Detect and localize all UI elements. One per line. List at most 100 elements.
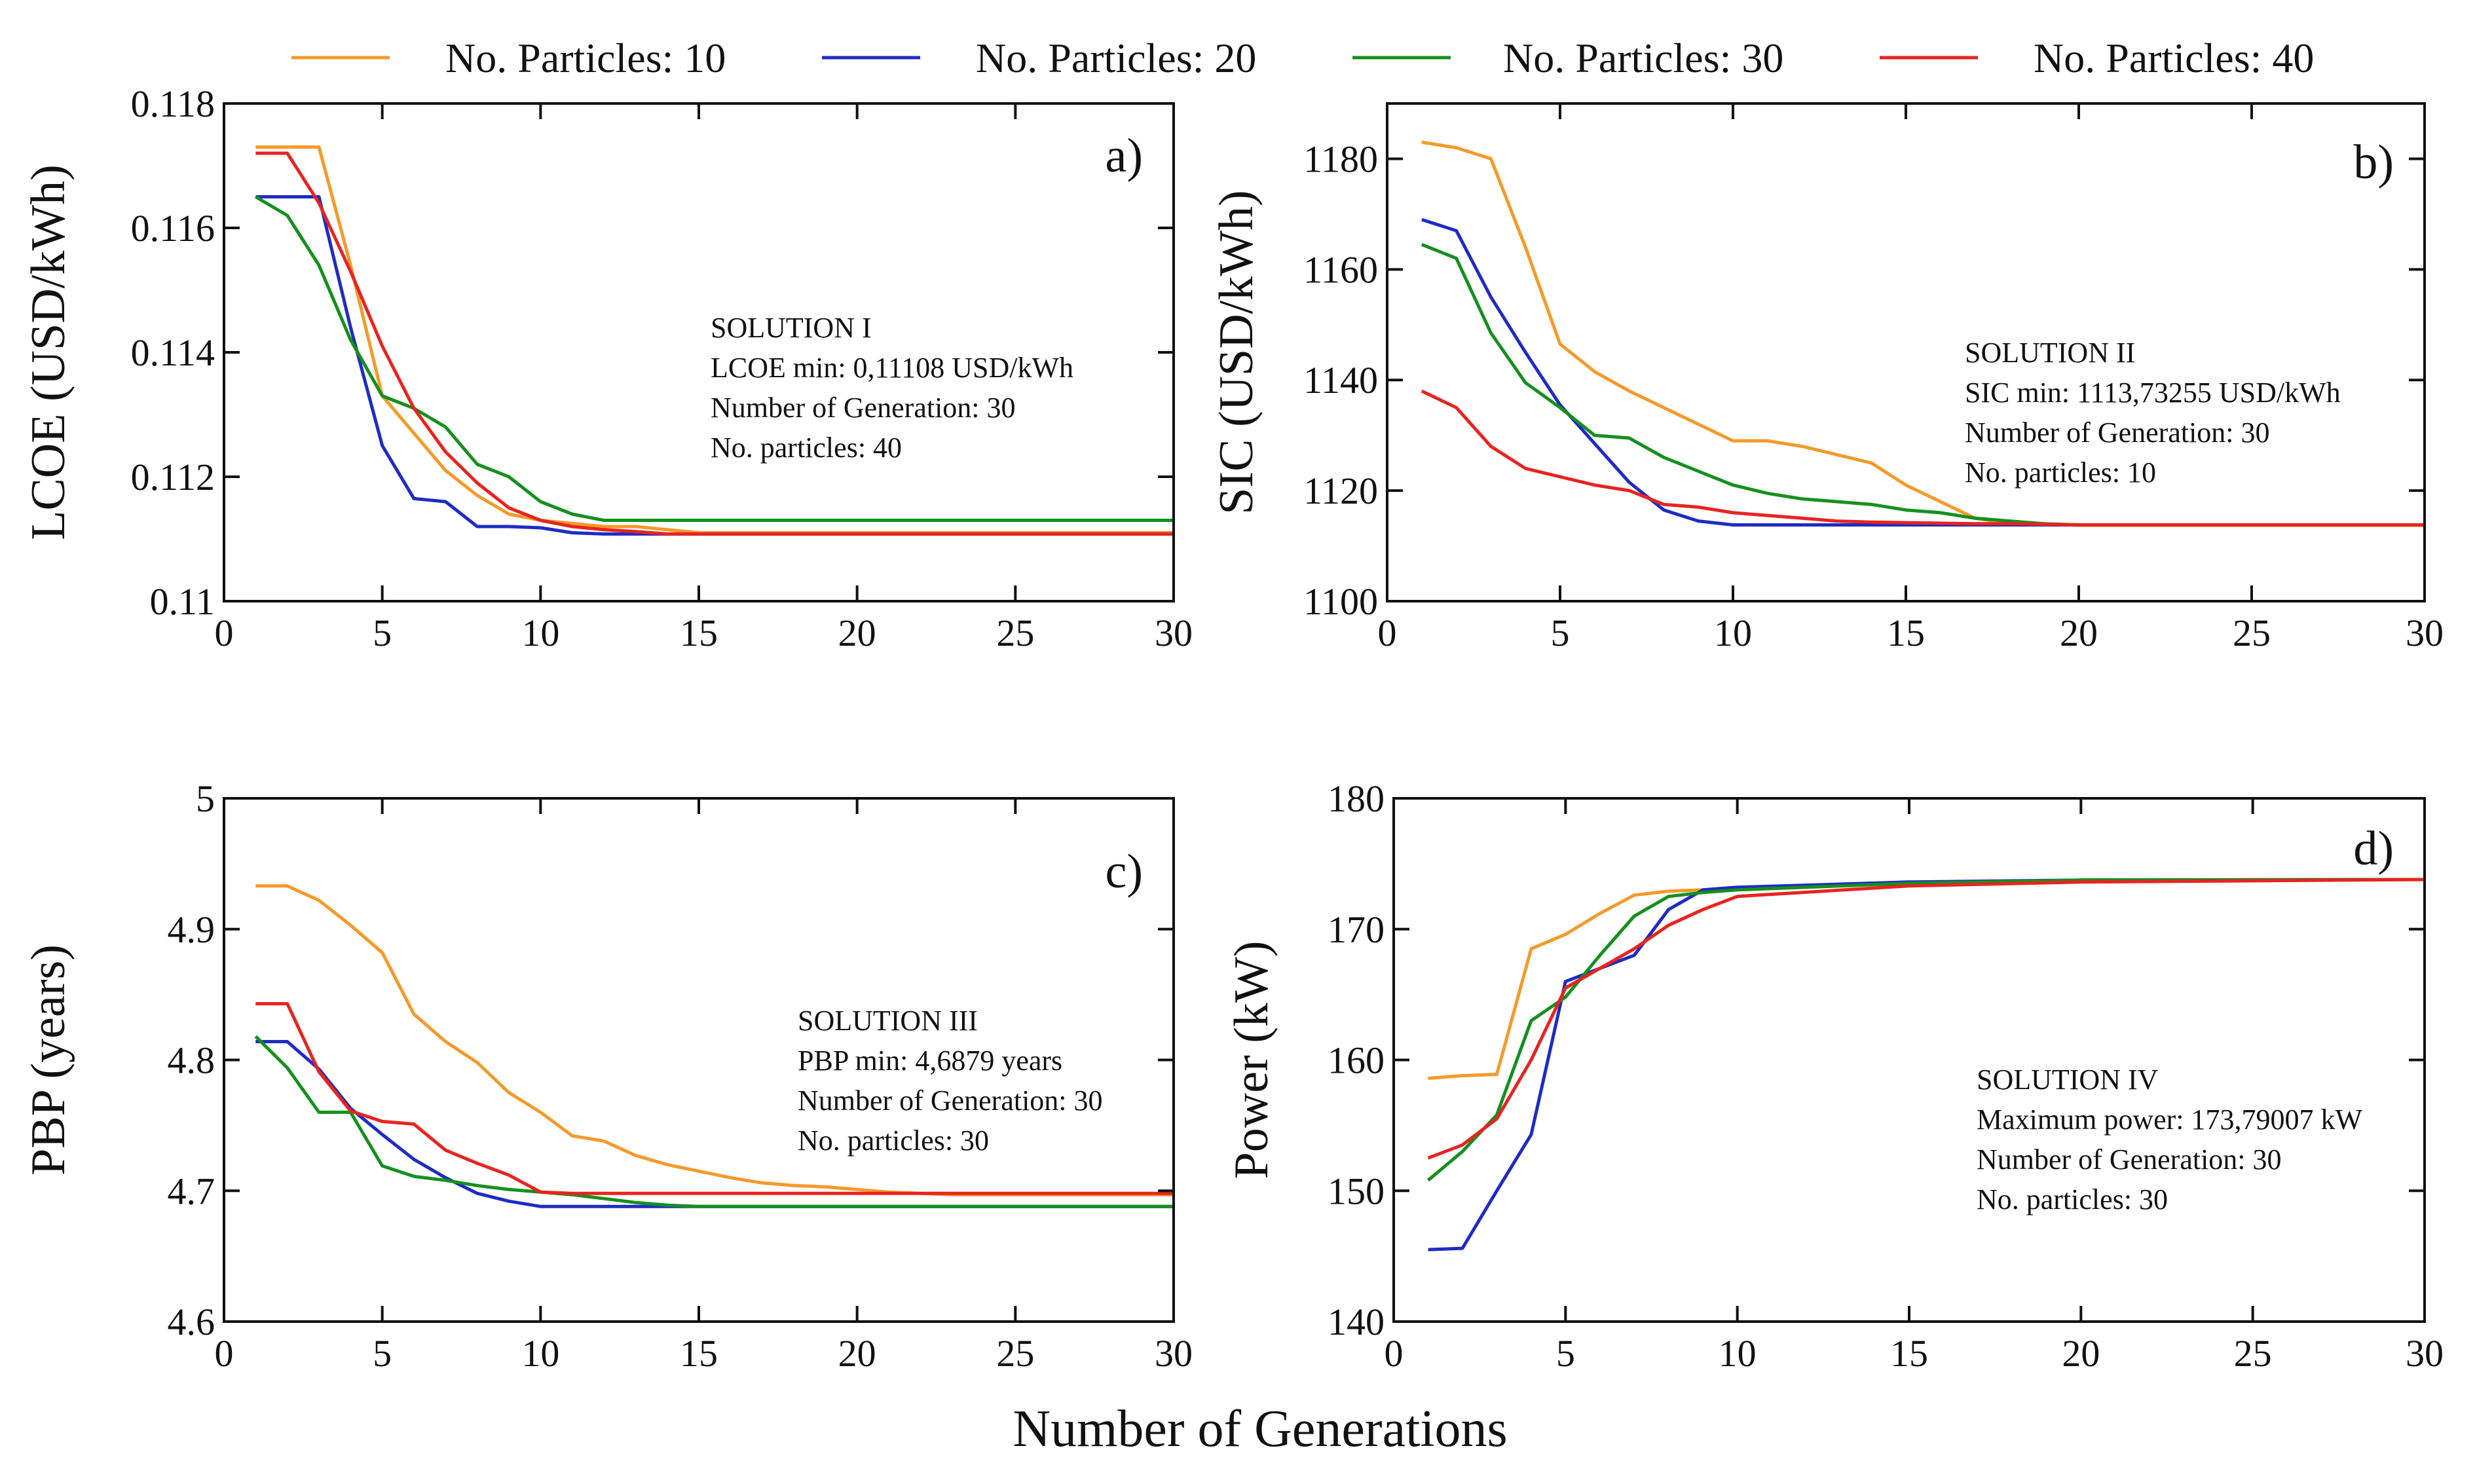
annotation-line: LCOE min: 0,11108 USD/kWh (711, 352, 1073, 384)
series-line-no-particles-10 (255, 884, 1174, 1196)
panel-label: d) (2353, 822, 2394, 876)
panel-b-sic: 0 5 10 15 20 25 30 1100 1120 1140 1160 1180 SIC (USD… (1210, 102, 2444, 654)
y-tick-label: 0.112 (131, 456, 215, 498)
series-line-no-particles-40 (255, 1002, 1174, 1195)
x-tick-label: 25 (2233, 612, 2271, 654)
y-tick-label: 4.6 (168, 1301, 215, 1343)
panel-label: a) (1106, 129, 1144, 183)
y-axis-label: LCOE (USD/kWh) (22, 164, 75, 540)
annotation-line: No. particles: 30 (1977, 1183, 2168, 1215)
y-tick-label: 1100 (1303, 580, 1378, 623)
panel-a-lcoe: 0 5 10 15 20 25 30 0.11 0.112 0.114 0.116 0.118 LCOE… (22, 83, 1193, 654)
x-tick-label: 5 (1551, 612, 1570, 654)
y-axis-label: SIC (USD/kWh) (1210, 190, 1263, 514)
x-tick-label: 20 (838, 1332, 876, 1375)
panel-label: c) (1106, 845, 1144, 899)
series-line-no-particles-30 (1421, 242, 2425, 527)
solution-annotation: SOLUTION III PBP min: 4,6879 years Number … (798, 1005, 1103, 1157)
series-line-no-particles-30 (1426, 878, 2425, 1182)
x-tick-label: 15 (1890, 1332, 1928, 1375)
y-tick-label: 1160 (1303, 248, 1378, 291)
x-tick-label: 20 (2062, 1332, 2100, 1375)
plot-series-group (1421, 140, 2425, 527)
series-line-no-particles-20 (255, 1040, 1174, 1208)
x-tick-label: 5 (373, 612, 392, 654)
series-line-no-particles-20 (255, 195, 1174, 536)
annotation-line: SOLUTION I (711, 312, 872, 344)
y-tick-label: 4.9 (168, 908, 215, 951)
x-tick-label: 20 (838, 612, 876, 654)
plot-series-group (255, 145, 1174, 536)
common-x-axis-label: Number of Generations (1013, 1400, 1507, 1458)
panel-label: b) (2353, 136, 2394, 189)
x-tick-label: 10 (521, 612, 559, 654)
annotation-line: Number of Generation: 30 (1977, 1143, 2282, 1176)
legend-entry-particles-30: No. Particles: 30 (1352, 35, 1783, 81)
y-tick-label: 1140 (1303, 359, 1378, 401)
annotation-line: SOLUTION III (798, 1005, 978, 1037)
legend-entry-particles-20: No. Particles: 20 (822, 35, 1256, 81)
series-line-no-particles-40 (1427, 878, 2425, 1160)
legend: No. Particles: 10 No. Particles: 20 No. … (291, 35, 2314, 81)
annotation-line: Maximum power: 173,79007 kW (1977, 1104, 2363, 1136)
annotation-line: No. particles: 40 (711, 432, 902, 464)
y-tick-label: 1120 (1303, 470, 1378, 512)
series-line-no-particles-30 (254, 1035, 1174, 1208)
annotation-line: No. particles: 30 (798, 1124, 989, 1157)
x-tick-label: 10 (1714, 612, 1752, 654)
y-tick-label: 0.118 (131, 83, 215, 125)
y-tick-label: 140 (1328, 1301, 1385, 1343)
x-tick-label: 25 (996, 612, 1034, 654)
x-tick-label: 0 (1378, 612, 1397, 654)
x-tick-label: 25 (996, 1332, 1034, 1375)
y-tick-label: 170 (1328, 908, 1385, 951)
y-tick-label: 4.8 (168, 1039, 215, 1082)
x-tick-label: 0 (1385, 1332, 1404, 1375)
x-tick-label: 30 (1155, 1332, 1193, 1375)
annotation-line: Number of Generation: 30 (711, 392, 1016, 424)
y-tick-label: 0.114 (131, 331, 215, 374)
annotation-line: PBP min: 4,6879 years (798, 1045, 1062, 1077)
legend-label-particles-20: No. Particles: 20 (976, 35, 1256, 81)
y-tick-label: 5 (196, 777, 215, 820)
legend-entry-particles-10: No. Particles: 10 (291, 35, 726, 81)
y-tick-label: 1180 (1303, 138, 1378, 180)
y-tick-label: 0.116 (131, 207, 215, 250)
y-tick-label: 160 (1328, 1039, 1385, 1082)
series-line-no-particles-40 (1421, 389, 2425, 527)
x-tick-label: 10 (521, 1332, 559, 1375)
x-tick-label: 15 (680, 1332, 718, 1375)
x-tick-label: 30 (1155, 612, 1193, 654)
y-tick-label: 4.7 (168, 1170, 215, 1212)
x-tick-label: 5 (373, 1332, 392, 1375)
annotation-line: Number of Generation: 30 (1965, 417, 2270, 449)
series-line-no-particles-20 (1421, 217, 2425, 527)
x-tick-label: 0 (215, 1332, 234, 1375)
y-axis-label: PBP (years) (22, 944, 75, 1176)
series-line-no-particles-40 (255, 151, 1174, 536)
y-tick-label: 0.11 (150, 580, 215, 623)
plot-series-group (1426, 878, 2425, 1252)
y-axis-label: Power (kW) (1225, 941, 1278, 1179)
x-tick-label: 10 (1719, 1332, 1757, 1375)
panel-c-pbp: 0 5 10 15 20 25 30 4.6 4.7 4.8 4.9 5 PBP (years) c) SO… (22, 777, 1193, 1375)
x-tick-label: 5 (1556, 1332, 1575, 1375)
x-tick-label: 25 (2234, 1332, 2272, 1375)
solution-annotation: SOLUTION IV Maximum power: 173,79007 kW Nu… (1977, 1064, 2363, 1215)
plot-series-group (254, 884, 1174, 1208)
legend-entry-particles-40: No. Particles: 40 (1880, 35, 2314, 81)
panel-d-power: 0 5 10 15 20 25 30 140 150 160 170 180 Power (kW) d) S… (1225, 777, 2444, 1375)
annotation-line: SIC min: 1113,73255 USD/kWh (1965, 377, 2341, 409)
solution-annotation: SOLUTION II SIC min: 1113,73255 USD/kWh Nu… (1965, 337, 2341, 489)
solution-annotation: SOLUTION I LCOE min: 0,11108 USD/kWh Numbe… (711, 312, 1073, 464)
x-tick-label: 15 (1887, 612, 1925, 654)
legend-label-particles-40: No. Particles: 40 (2034, 35, 2314, 81)
y-tick-label: 150 (1328, 1170, 1385, 1212)
x-tick-label: 20 (2060, 612, 2098, 654)
annotation-line: No. particles: 10 (1965, 456, 2156, 489)
legend-label-particles-30: No. Particles: 30 (1503, 35, 1783, 81)
x-tick-label: 30 (2406, 1332, 2444, 1375)
x-tick-label: 15 (680, 612, 718, 654)
